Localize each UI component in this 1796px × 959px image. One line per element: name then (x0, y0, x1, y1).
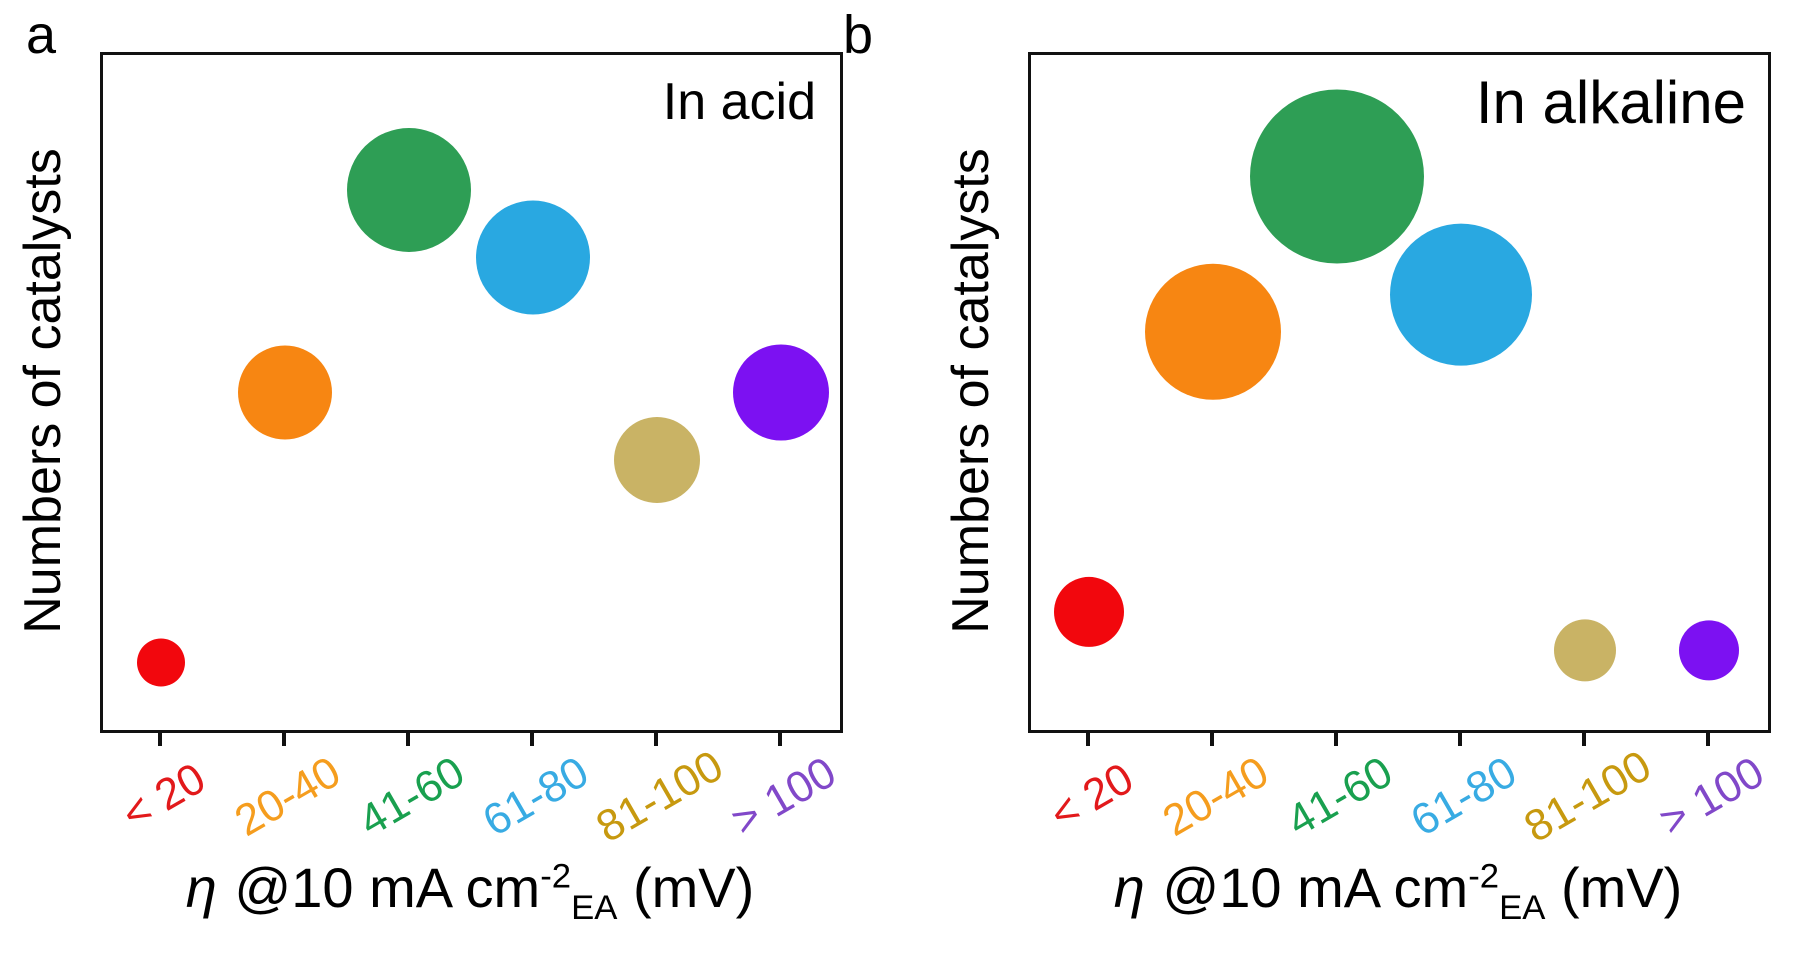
x-tick-label-b-81-100: 81-100 (1516, 741, 1660, 853)
x-tick-label-b-<20: < 20 (1041, 753, 1142, 840)
bubble-layer-a (137, 128, 829, 687)
x-title-superscript: -2 (1468, 857, 1500, 896)
x-axis-title-a: η @10 mA cm-2EA (mV) (186, 855, 755, 928)
bubble-a-41-60 (347, 128, 471, 252)
y-axis-label-a: Numbers of catalysts (14, 148, 72, 634)
x-tick-a-5 (654, 733, 658, 746)
panel-letter-a: a (26, 5, 57, 65)
x-tick-label-b-20-40: 20-40 (1154, 747, 1277, 846)
x-tick-label-a-41-60: 41-60 (350, 747, 473, 846)
x-tick-a-1 (158, 733, 162, 746)
x-tick-label-a-20-40: 20-40 (226, 747, 349, 846)
bubble-a->100 (733, 344, 829, 441)
bubble-b-<20 (1054, 576, 1124, 647)
x-tick-label-a->100: > 100 (723, 747, 845, 846)
eta-symbol: η (185, 856, 217, 919)
x-title-superscript: -2 (540, 857, 572, 896)
x-title-unit: (mV) (617, 856, 755, 919)
x-tick-b-6 (1706, 733, 1710, 746)
x-axis-a: < 20 20-40 41-60 61-80 81-100 > 100 (100, 733, 844, 863)
x-tick-a-2 (282, 733, 286, 746)
inset-condition-label-b: In alkaline (1475, 69, 1746, 136)
plot-area-b: In alkaline (1028, 52, 1771, 733)
x-tick-a-4 (530, 733, 534, 746)
bubble-b->100 (1679, 620, 1739, 681)
plot-area-a: In acid (100, 52, 843, 733)
x-tick-a-6 (778, 733, 782, 746)
x-tick-b-3 (1334, 733, 1338, 746)
x-tick-b-1 (1086, 733, 1090, 746)
bubble-a-20-40 (238, 345, 332, 440)
bubble-a-61-80 (476, 200, 590, 315)
x-tick-label-a-<20: < 20 (113, 753, 214, 840)
bubble-b-41-60 (1250, 89, 1424, 264)
x-title-unit: (mV) (1545, 856, 1683, 919)
bubble-b-81-100 (1554, 619, 1616, 682)
x-axis-title-b: η @10 mA cm-2EA (mV) (1114, 855, 1683, 928)
x-title-mid: @10 mA cm (1146, 856, 1469, 919)
x-title-subscript: EA (571, 889, 618, 928)
x-tick-label-a-61-80: 61-80 (474, 747, 597, 846)
x-tick-b-5 (1582, 733, 1586, 746)
x-title-subscript: EA (1499, 889, 1546, 928)
x-title-mid: @10 mA cm (218, 856, 541, 919)
x-tick-label-b-61-80: 61-80 (1402, 747, 1525, 846)
x-tick-label-b->100: > 100 (1651, 747, 1773, 846)
x-axis-b: < 20 20-40 41-60 61-80 81-100 > 100 (1028, 733, 1772, 863)
panel-letter-b: b (843, 5, 874, 65)
x-tick-label-a-81-100: 81-100 (588, 741, 732, 853)
inset-condition-label-a: In acid (662, 73, 816, 131)
bubble-a-<20 (137, 638, 185, 687)
x-tick-b-2 (1210, 733, 1214, 746)
x-tick-b-4 (1458, 733, 1462, 746)
bubble-a-81-100 (614, 417, 700, 503)
x-tick-label-b-41-60: 41-60 (1278, 747, 1401, 846)
y-axis-label-b: Numbers of catalysts (942, 148, 1000, 634)
x-tick-a-3 (406, 733, 410, 746)
bubble-b-20-40 (1145, 263, 1281, 400)
bubble-b-61-80 (1390, 223, 1532, 366)
eta-symbol: η (1113, 856, 1145, 919)
bubble-layer-b (1054, 89, 1739, 682)
